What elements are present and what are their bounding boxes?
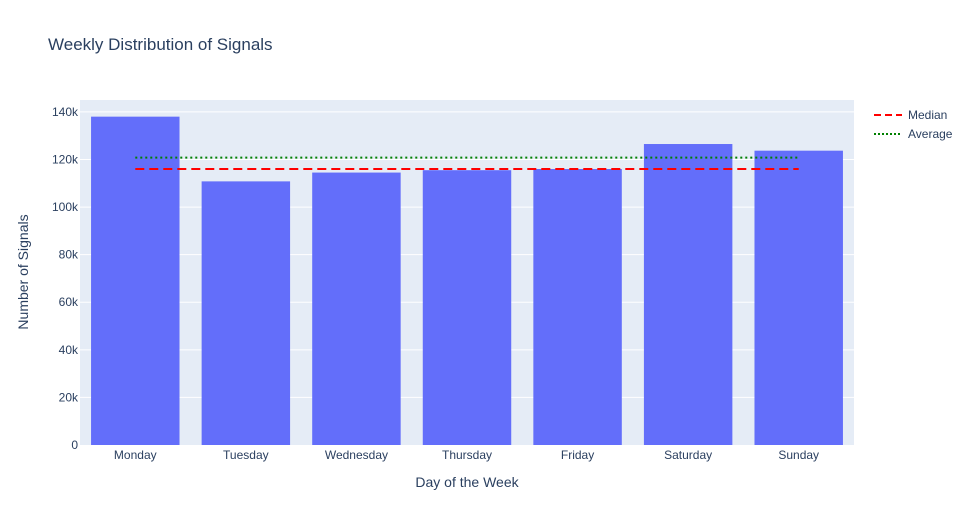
bar-thursday[interactable] (422, 170, 512, 446)
y-tick-label: 60k (59, 295, 79, 309)
y-tick-label: 20k (59, 390, 79, 404)
reference-lines (135, 156, 799, 170)
y-tick-label: 140k (52, 105, 79, 119)
bar-wednesday[interactable] (312, 172, 401, 445)
y-tick-label: 40k (59, 343, 79, 357)
x-axis-ticks: Monday Tuesday Wednesday Thursday Friday Satu… (114, 448, 819, 462)
x-tick-label: Wednesday (325, 448, 388, 462)
y-tick-label: 0 (71, 438, 78, 452)
chart-title: Weekly Distribution of Signals (48, 35, 273, 54)
x-tick-label: Tuesday (223, 448, 269, 462)
x-tick-label: Thursday (442, 448, 492, 462)
bar-monday[interactable] (91, 116, 180, 445)
legend-median-label[interactable]: Median (908, 108, 947, 122)
x-axis-title: Day of the Week (415, 474, 519, 490)
bar-tuesday[interactable] (201, 181, 291, 445)
legend: Median Average (874, 108, 953, 141)
x-tick-label: Monday (114, 448, 157, 462)
bars (91, 116, 843, 446)
bar-saturday[interactable] (643, 144, 733, 445)
y-axis-ticks: 0 20k 40k 60k 80k 100k 120k 140k (52, 105, 79, 452)
x-tick-label: Sunday (778, 448, 819, 462)
x-tick-label: Saturday (664, 448, 712, 462)
x-tick-label: Friday (561, 448, 594, 462)
legend-average-label[interactable]: Average (908, 127, 953, 141)
y-tick-label: 80k (59, 248, 79, 262)
y-tick-label: 100k (52, 200, 79, 214)
y-axis-title: Number of Signals (15, 214, 31, 329)
bar-sunday[interactable] (754, 150, 843, 445)
y-tick-label: 120k (52, 152, 79, 166)
bar-friday[interactable] (533, 169, 622, 445)
